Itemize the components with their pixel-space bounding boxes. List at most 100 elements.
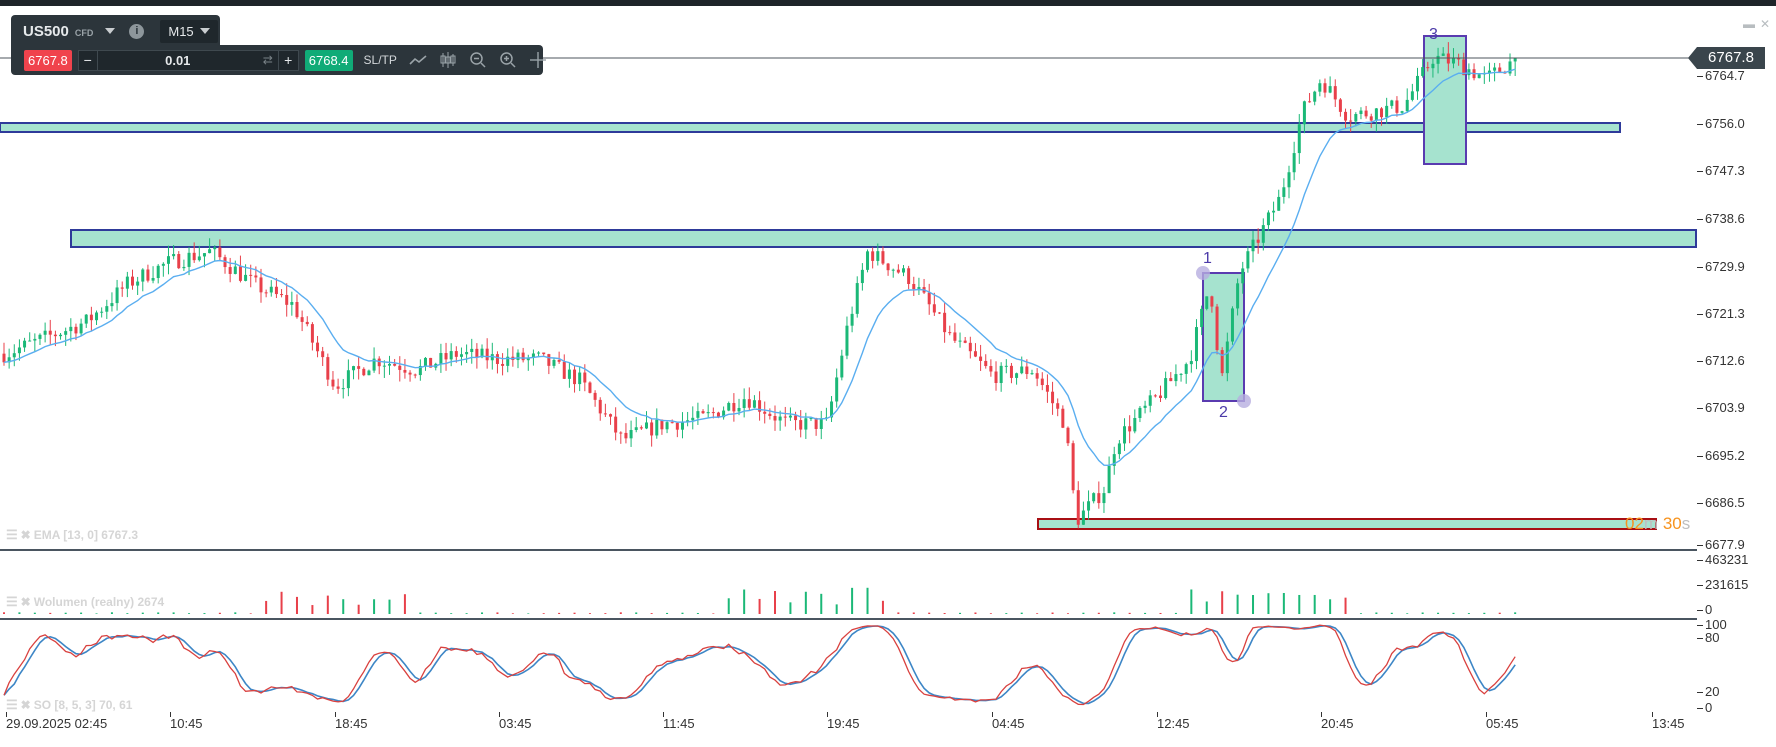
- volume-input[interactable]: 0.01: [165, 52, 191, 68]
- candle-body: [1369, 116, 1373, 121]
- candle-body: [1354, 114, 1358, 122]
- candle-body: [146, 269, 150, 281]
- volume-bar: [157, 612, 160, 614]
- increase-button[interactable]: +: [277, 50, 298, 70]
- settings-icon[interactable]: ☰: [6, 697, 18, 712]
- candle-body: [141, 269, 145, 282]
- close-icon[interactable]: ✕: [1760, 17, 1771, 31]
- zoom-out-icon[interactable]: [469, 51, 487, 69]
- candle-body: [423, 357, 427, 366]
- candle-body: [1159, 395, 1162, 398]
- lower-zone: [1037, 518, 1657, 530]
- candle-body: [1498, 67, 1502, 72]
- volume-bar: [280, 591, 283, 614]
- candle-body: [388, 363, 391, 366]
- move-icon[interactable]: [529, 51, 547, 69]
- candle-body: [526, 357, 530, 361]
- candle-body: [1148, 395, 1152, 406]
- candle-body: [1292, 153, 1296, 173]
- volume-bar: [851, 587, 854, 614]
- time-tick-label: 13:45: [1652, 712, 1685, 731]
- candle-body: [59, 334, 63, 337]
- so-legend: ☰ ✖ SO [8, 5, 3] 70, 61: [6, 697, 132, 713]
- settings-icon[interactable]: ☰: [6, 527, 18, 542]
- so-d-line: [3, 624, 1516, 705]
- candle-body: [187, 252, 191, 267]
- price-tick-label: 6721.3: [1697, 306, 1745, 321]
- remove-icon[interactable]: ✖: [20, 528, 31, 542]
- swap-icon[interactable]: ⇄: [262, 52, 273, 67]
- volume-bar: [650, 613, 653, 614]
- remove-icon[interactable]: ✖: [20, 595, 31, 609]
- candlestick-icon[interactable]: [439, 51, 457, 69]
- annotation-label-3: 3: [1429, 26, 1438, 43]
- volume-bar: [265, 600, 268, 614]
- candles: [2, 42, 1517, 529]
- sell-button[interactable]: 6767.8: [24, 49, 72, 71]
- ema-line: [3, 68, 1516, 467]
- volume-bar: [1036, 613, 1039, 614]
- candle-body: [547, 354, 551, 366]
- candle-body: [871, 251, 875, 261]
- info-icon[interactable]: i: [129, 23, 145, 39]
- candle-body: [501, 363, 505, 366]
- volume-bar: [573, 612, 576, 614]
- candle-body: [598, 399, 602, 414]
- candle-body: [1380, 108, 1384, 118]
- candle-body: [1395, 100, 1399, 113]
- volume-bar: [295, 596, 298, 614]
- candle-body: [814, 418, 818, 429]
- volume-bar: [388, 599, 391, 614]
- indicator-tick-label: 80: [1696, 630, 1720, 645]
- candle-body: [1297, 124, 1301, 154]
- candle-body: [711, 412, 715, 414]
- symbol-name[interactable]: US500: [23, 22, 69, 40]
- candle-body: [485, 348, 489, 361]
- candle-body: [1107, 465, 1111, 494]
- buy-button[interactable]: 6768.4: [304, 49, 353, 71]
- remove-icon[interactable]: ✖: [20, 698, 31, 712]
- candle-body: [1215, 306, 1219, 351]
- candle-body: [1236, 283, 1240, 309]
- indicator-tick-label: 463231: [1696, 552, 1749, 567]
- candle-body: [295, 302, 299, 318]
- candle-body: [244, 274, 248, 281]
- chevron-down-icon[interactable]: [105, 28, 116, 34]
- timeframe-dropdown[interactable]: M15: [160, 19, 218, 43]
- line-chart-icon[interactable]: [409, 51, 427, 69]
- minimize-icon[interactable]: ▬: [1743, 17, 1755, 31]
- candle-body: [963, 340, 967, 343]
- volume-bar: [403, 594, 406, 614]
- volume-bar: [141, 612, 144, 614]
- candle-body: [686, 420, 690, 422]
- candle-body: [732, 402, 736, 412]
- candle-body: [948, 332, 952, 334]
- decrease-button[interactable]: −: [79, 50, 98, 70]
- candle-body: [43, 330, 47, 335]
- candle-body: [1451, 57, 1455, 64]
- middle-zone: [70, 229, 1697, 248]
- symbol-tab: US500 CFD i M15: [11, 15, 220, 47]
- sltp-button[interactable]: SL/TP: [363, 53, 397, 67]
- price-tick-label: 6738.6: [1697, 211, 1745, 226]
- zoom-in-icon[interactable]: [499, 51, 517, 69]
- candle-body: [1225, 341, 1229, 374]
- volume-bar: [434, 612, 437, 614]
- candle-body: [1056, 403, 1060, 409]
- candle-body: [537, 352, 541, 354]
- indicator-tick-label: 0: [1696, 700, 1713, 715]
- candle-body: [89, 314, 93, 321]
- candle-body: [382, 365, 386, 367]
- candle-body: [557, 359, 561, 362]
- settings-icon[interactable]: ☰: [6, 594, 18, 609]
- candle-body: [1200, 308, 1204, 328]
- candle-body: [542, 352, 546, 355]
- candle-body: [84, 314, 88, 324]
- candle-body: [33, 338, 37, 341]
- candle-body: [896, 269, 900, 273]
- candle-body: [1302, 101, 1306, 125]
- candle-body: [1385, 105, 1389, 118]
- candle-body: [2, 353, 6, 363]
- candle-body: [1287, 172, 1291, 188]
